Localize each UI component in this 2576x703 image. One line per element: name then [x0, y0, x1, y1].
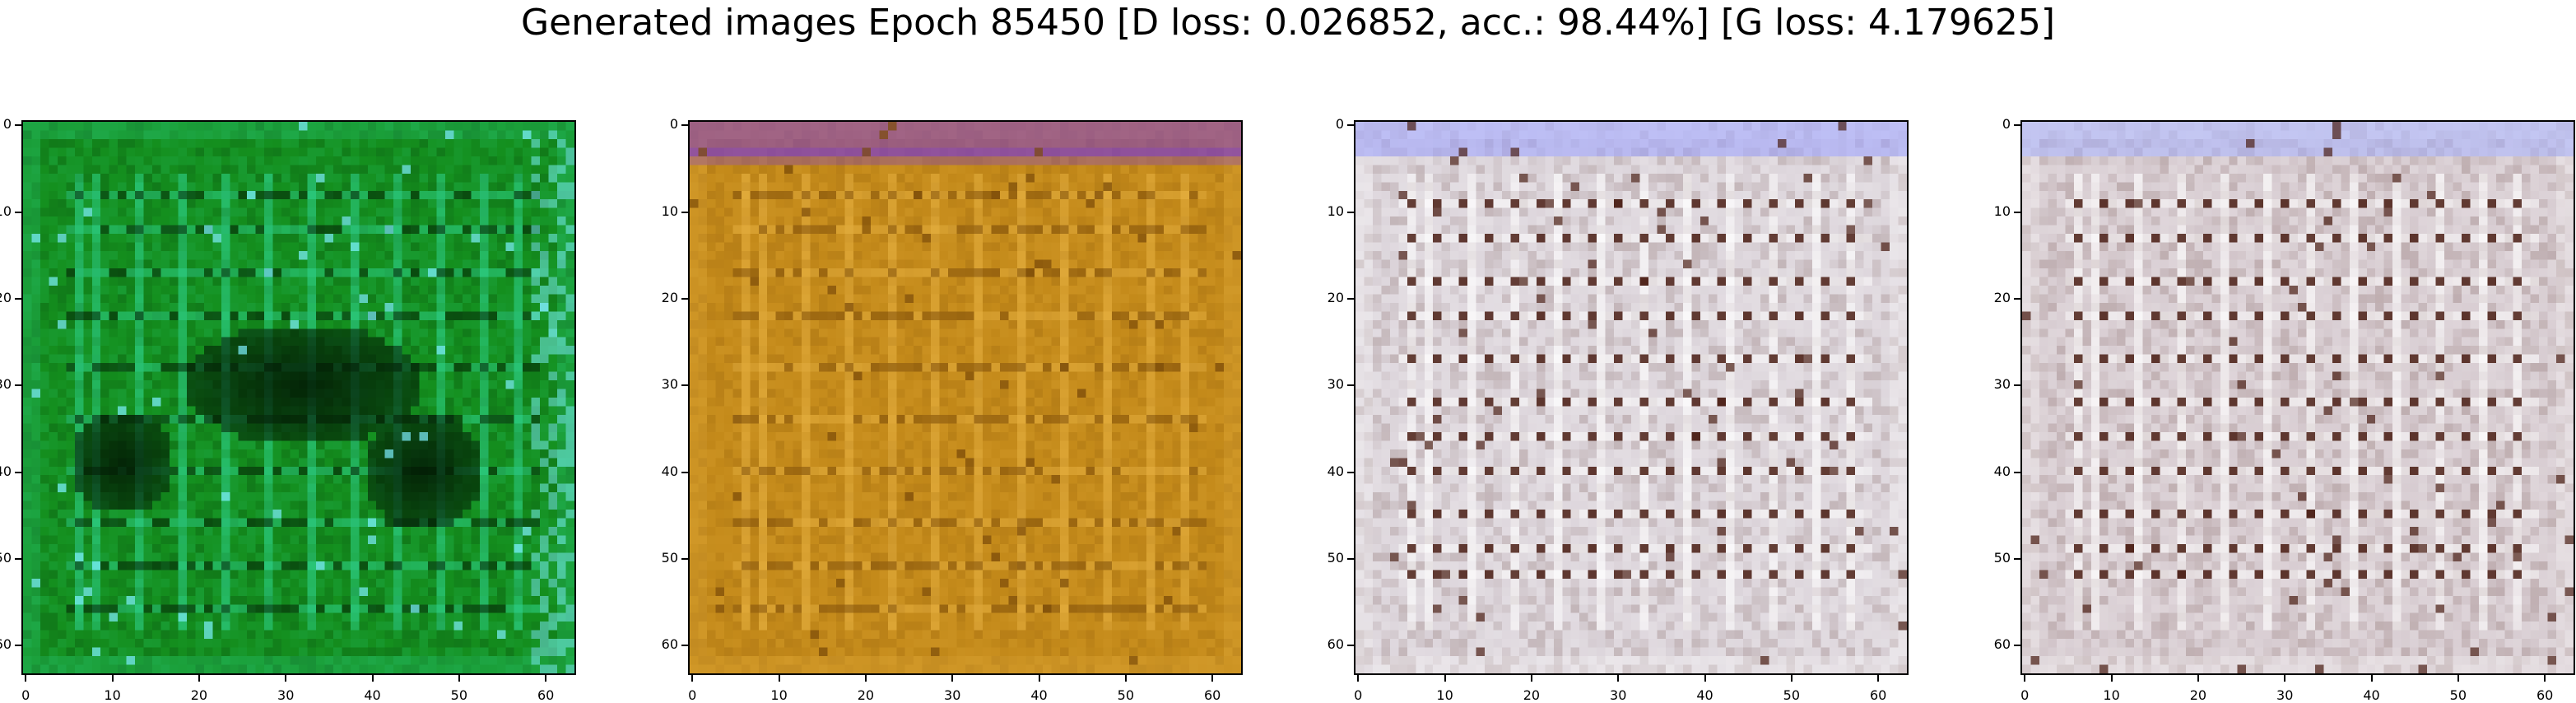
x-tick-label: 60 [1862, 688, 1895, 703]
y-tick-label: 10 [657, 203, 688, 219]
x-tick-label: 20 [2182, 688, 2215, 703]
x-tick-label: 0 [676, 688, 709, 703]
y-tick-label: 40 [0, 463, 21, 479]
y-tick-label: 10 [0, 203, 21, 219]
x-tick-label: 40 [356, 688, 389, 703]
x-tick-label: 10 [763, 688, 796, 703]
y-tick-label: 50 [1989, 550, 2020, 566]
image-panel-4: 0 10 20 30 40 50 60 0 10 20 30 40 50 60 [1994, 117, 2575, 703]
x-tick-label: 10 [2095, 688, 2128, 703]
y-tick-label: 30 [657, 377, 688, 392]
x-tick-label: 60 [1196, 688, 1229, 703]
y-tick-label: 30 [0, 377, 21, 392]
x-tick-label: 50 [443, 688, 476, 703]
x-tick-label: 0 [2008, 688, 2041, 703]
generated-image-1 [21, 120, 576, 675]
y-tick-label: 0 [1323, 117, 1354, 132]
x-tick-label: 60 [529, 688, 562, 703]
x-tick-label: 10 [1429, 688, 1462, 703]
x-tick-label: 30 [936, 688, 969, 703]
y-tick-label: 10 [1323, 203, 1354, 219]
x-tick-label: 50 [2442, 688, 2475, 703]
generated-image-4 [2020, 120, 2575, 675]
image-panel-1: 0 10 20 30 40 50 60 0 10 20 30 40 50 60 [0, 117, 576, 703]
x-tick-label: 40 [1689, 688, 1722, 703]
y-tick-label: 40 [1989, 463, 2020, 479]
image-panel-2: 0 10 20 30 40 50 60 0 10 20 30 40 50 60 [662, 117, 1243, 703]
y-tick-label: 20 [1323, 290, 1354, 305]
y-tick-label: 20 [1989, 290, 2020, 305]
y-tick-label: 60 [1323, 637, 1354, 652]
generated-image-3 [1354, 120, 1909, 675]
generated-image-2 [688, 120, 1243, 675]
x-tick-label: 60 [2528, 688, 2561, 703]
x-tick-label: 10 [96, 688, 129, 703]
y-tick-label: 0 [1989, 117, 2020, 132]
y-tick-label: 40 [657, 463, 688, 479]
x-tick-label: 40 [1023, 688, 1056, 703]
y-tick-label: 30 [1989, 377, 2020, 392]
y-tick-label: 50 [657, 550, 688, 566]
figure-title: Generated images Epoch 85450 [D loss: 0.… [520, 2, 2056, 44]
y-tick-label: 40 [1323, 463, 1354, 479]
y-tick-label: 30 [1323, 377, 1354, 392]
y-tick-label: 60 [657, 637, 688, 652]
y-tick-label: 20 [657, 290, 688, 305]
y-tick-label: 10 [1989, 203, 2020, 219]
y-tick-label: 0 [0, 117, 21, 132]
x-tick-label: 0 [1341, 688, 1374, 703]
x-tick-label: 20 [1515, 688, 1548, 703]
y-tick-label: 50 [1323, 550, 1354, 566]
y-tick-label: 20 [0, 290, 21, 305]
x-tick-label: 20 [183, 688, 216, 703]
x-tick-label: 30 [1602, 688, 1634, 703]
y-tick-label: 60 [0, 637, 21, 652]
image-panel-3: 0 10 20 30 40 50 60 0 10 20 30 40 50 60 [1328, 117, 1909, 703]
y-tick-label: 0 [657, 117, 688, 132]
x-tick-label: 30 [269, 688, 302, 703]
y-tick-label: 60 [1989, 637, 2020, 652]
x-tick-label: 50 [1775, 688, 1808, 703]
x-tick-label: 30 [2268, 688, 2301, 703]
x-tick-label: 0 [9, 688, 42, 703]
x-tick-label: 40 [2355, 688, 2388, 703]
x-tick-label: 20 [849, 688, 882, 703]
y-tick-label: 50 [0, 550, 21, 566]
x-tick-label: 50 [1109, 688, 1142, 703]
